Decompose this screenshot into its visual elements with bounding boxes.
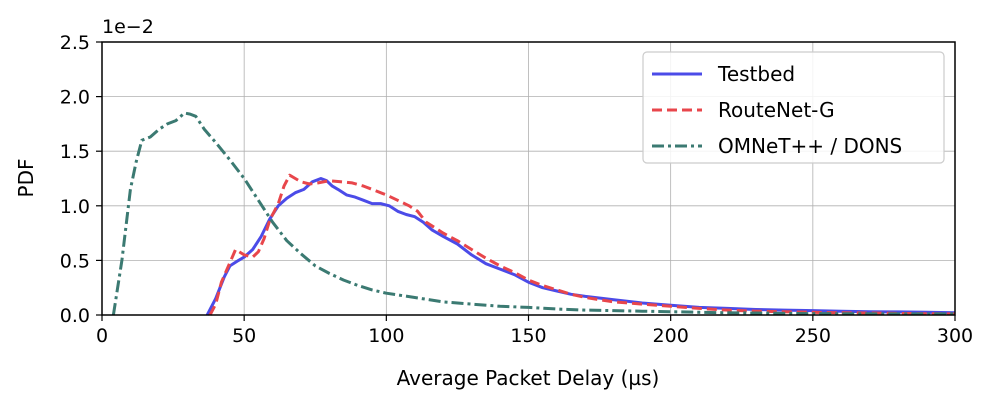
legend-frame (642, 51, 945, 164)
series-line (111, 111, 955, 316)
x-tick-label: 100 (368, 325, 404, 347)
y-scale-label: 1e−2 (102, 16, 154, 38)
legend-label: Testbed (717, 62, 795, 86)
x-tick-label: 300 (937, 325, 973, 347)
x-axis-title: Average Packet Delay (µs) (397, 366, 660, 390)
y-tick-label: 1.0 (60, 196, 90, 218)
y-tick-label: 0.5 (60, 250, 90, 272)
x-tick-label: 150 (510, 325, 546, 347)
y-tick-label: 2.5 (60, 32, 90, 54)
axis-ticks: 0 50 100 150 200 250 300 0.0 0.5 1.0 1.5 2.0 2.5 (60, 32, 973, 347)
series-line (205, 177, 956, 316)
series-lines (111, 111, 956, 316)
legend-label: RouteNet-G (718, 98, 835, 122)
y-tick-label: 1.5 (60, 141, 90, 163)
y-tick-label: 2.0 (60, 87, 90, 109)
x-tick-label: 250 (795, 325, 831, 347)
y-axis-title: PDF (14, 159, 38, 198)
legend-label: OMNeT++ / DONS (718, 134, 902, 158)
x-tick-label: 200 (653, 325, 689, 347)
legend: Testbed RouteNet-G OMNeT++ / DONS (642, 51, 945, 164)
y-tick-label: 0.0 (60, 305, 90, 327)
series-line (208, 173, 956, 316)
x-tick-label: 50 (232, 325, 256, 347)
x-tick-label: 0 (96, 325, 108, 347)
